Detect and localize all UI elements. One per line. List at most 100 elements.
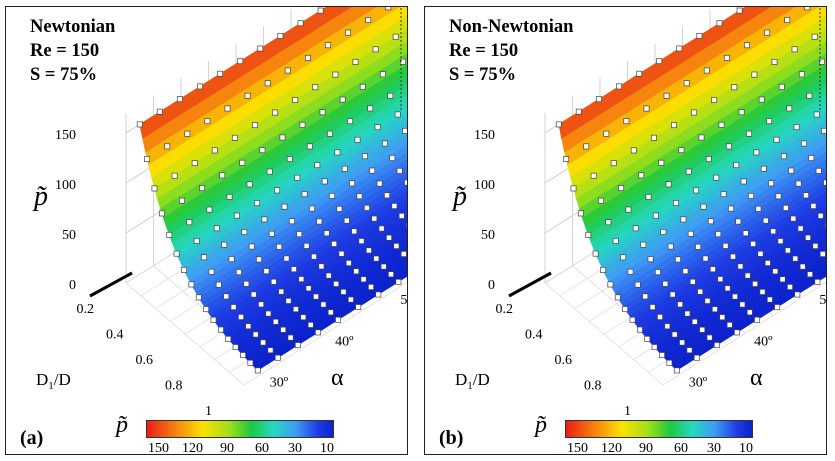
data-point	[250, 291, 257, 298]
data-point	[750, 240, 757, 247]
data-point	[683, 80, 690, 87]
data-point	[331, 240, 338, 247]
data-point	[210, 316, 217, 323]
data-point	[327, 130, 333, 137]
data-point	[389, 155, 396, 161]
data-point	[193, 237, 200, 244]
colorbar-tick: 120	[182, 441, 203, 455]
data-point	[217, 70, 224, 77]
data-point	[651, 344, 658, 351]
data-point	[367, 105, 374, 112]
data-point	[632, 225, 639, 232]
data-point	[730, 253, 736, 260]
data-point	[267, 347, 274, 354]
alpha-axis-label: α	[331, 365, 344, 391]
data-point	[151, 185, 158, 192]
data-point	[638, 172, 645, 179]
data-point	[360, 276, 367, 283]
data-point	[713, 174, 720, 181]
data-point	[215, 281, 222, 288]
data-point	[235, 269, 242, 276]
data-point	[319, 109, 326, 116]
data-point	[794, 291, 801, 298]
data-point	[656, 58, 663, 65]
data-point	[673, 367, 680, 374]
colorbar-tick: 90	[220, 441, 234, 455]
panel-a-caption: Newtonian Re = 150 S = 75%	[30, 15, 115, 87]
data-point	[725, 143, 732, 150]
data-point	[671, 122, 677, 129]
data-point	[700, 203, 707, 210]
data-point	[358, 238, 365, 245]
data-point	[737, 263, 744, 270]
data-point	[320, 301, 327, 308]
data-point	[773, 136, 780, 143]
data-point	[696, 32, 703, 39]
data-points	[136, 7, 407, 374]
data-point	[673, 200, 679, 206]
colorbar-symbol: p̃	[116, 412, 128, 438]
data-point	[323, 230, 330, 237]
data-point	[806, 92, 813, 99]
data-point	[252, 122, 258, 129]
d-tick-label: 1	[624, 404, 631, 419]
data-point	[698, 134, 705, 141]
data-point	[286, 156, 293, 162]
d-tick-label: 0.6	[136, 353, 154, 368]
data-point	[768, 180, 775, 187]
data-point	[623, 118, 630, 125]
colorbar-tick: 30	[707, 441, 721, 455]
data-point	[585, 231, 592, 238]
data-point	[352, 58, 359, 65]
data-point	[679, 339, 686, 346]
data-point	[784, 17, 791, 23]
data-point	[614, 294, 621, 301]
data-point	[285, 297, 292, 304]
data-point	[738, 109, 745, 116]
data-point	[691, 109, 698, 116]
data-point	[739, 301, 746, 308]
data-point	[349, 180, 356, 187]
data-point	[368, 284, 374, 290]
data-point	[788, 167, 795, 174]
data-point	[223, 293, 230, 300]
data-point	[388, 271, 394, 278]
data-point	[264, 80, 271, 87]
data-point	[660, 229, 667, 235]
data-point	[598, 197, 604, 204]
data-point	[595, 96, 602, 103]
p-tick-label: 0	[69, 278, 76, 293]
data-point	[671, 331, 678, 338]
data-point	[678, 147, 685, 154]
data-point	[274, 354, 281, 361]
data-point	[347, 296, 354, 303]
data-point	[314, 162, 321, 169]
data-point	[764, 29, 771, 36]
data-point	[636, 326, 643, 333]
data-point	[777, 238, 784, 245]
baseline-segment	[89, 271, 133, 298]
colorbar-tick: 10	[320, 441, 334, 455]
data-point	[665, 181, 672, 188]
data-point	[278, 288, 285, 295]
data-point	[372, 46, 379, 53]
data-point	[206, 206, 213, 213]
data-point	[627, 268, 634, 275]
caption-s: S = 75%	[449, 65, 517, 85]
data-point	[728, 205, 734, 212]
data-point	[387, 92, 394, 99]
data-point	[384, 192, 390, 199]
data-point	[204, 118, 211, 125]
data-point	[226, 193, 233, 200]
data-point	[662, 280, 669, 287]
data-point	[404, 179, 407, 186]
data-point	[817, 212, 824, 219]
data-point	[195, 294, 202, 301]
data-point	[304, 54, 311, 61]
data-point	[392, 33, 399, 40]
data-point	[260, 339, 267, 346]
data-point	[590, 172, 597, 179]
data-point	[336, 205, 343, 212]
data-point	[815, 167, 822, 174]
p-tick-label: 150	[55, 128, 76, 143]
